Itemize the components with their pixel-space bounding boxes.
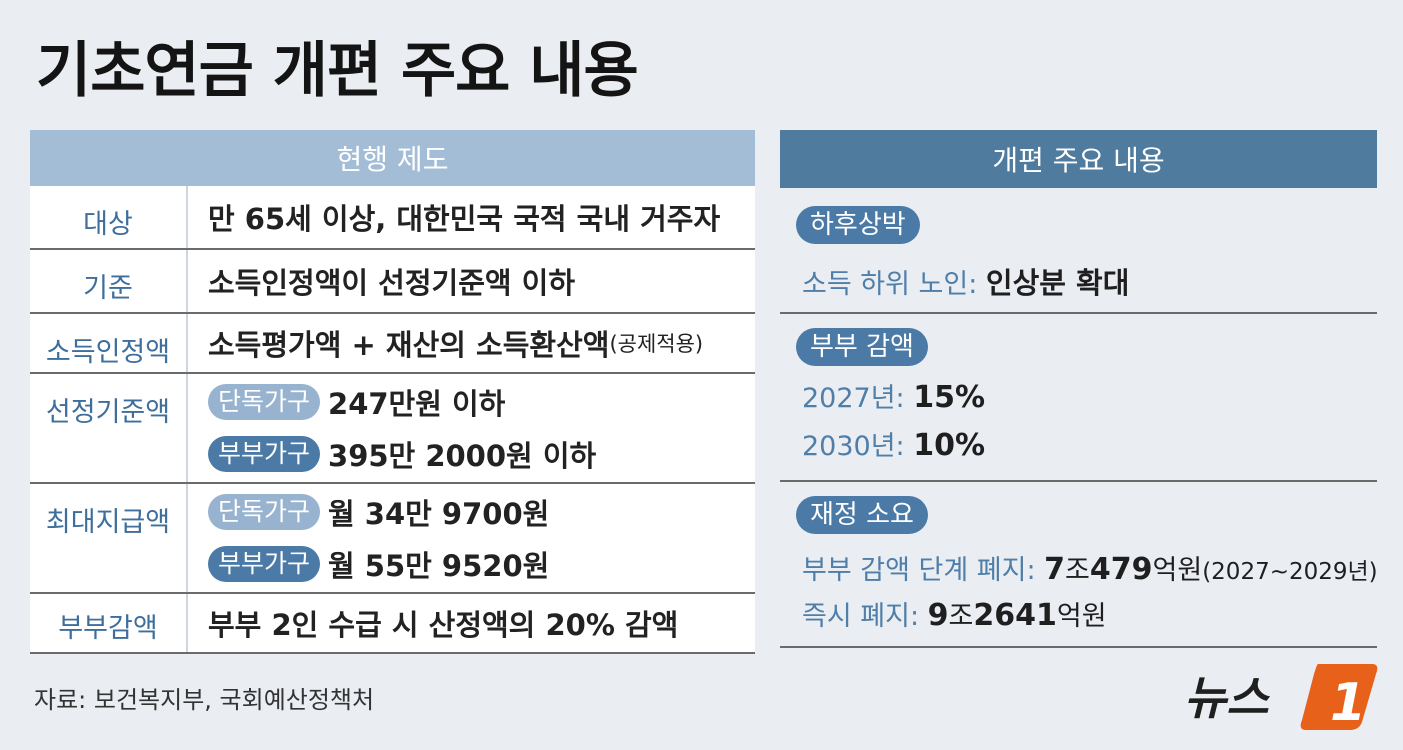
cost-hundred-million: 2641: [973, 598, 1057, 633]
row-label: 기준: [30, 250, 188, 312]
row-value: 만 65세 이상, 대한민국 국적 국내 거주자: [208, 202, 721, 236]
section-tag: 재정 소요: [796, 496, 928, 534]
cost-label: 즉시 폐지:: [802, 601, 920, 632]
row-note: (공제적용): [609, 332, 704, 356]
reform-section-couple-reduction: 부부 감액 2027년: 15% 2030년: 10%: [780, 314, 1377, 482]
page-title: 기초연금 개편 주요 내용: [36, 36, 639, 106]
logo-mark: 1: [1330, 673, 1366, 732]
cost-hundred-million: 479: [1089, 552, 1153, 587]
cost-trillion: 7: [1044, 552, 1066, 587]
row-couple-reduction: 부부감액 부부 2인 수급 시 산정액의 20% 감액: [30, 594, 755, 654]
reform-section-finance: 재정 소요 부부 감액 단계 폐지: 7조479억원(2027~2029년) 즉…: [780, 482, 1378, 648]
section-tag: 부부 감액: [796, 328, 928, 366]
year-label: 2030년:: [802, 431, 905, 462]
cost-unit: 억원: [1056, 601, 1107, 632]
reform-section-progressive: 하후상박 소득 하위 노인: 인상분 확대: [780, 188, 1377, 314]
year-value: 10%: [913, 428, 986, 463]
row-target: 대상 만 65세 이상, 대한민국 국적 국내 거주자: [30, 186, 755, 250]
year-value: 15%: [913, 380, 986, 415]
single-household-value: 월 34만 9700원: [328, 497, 550, 531]
news1-logo: 뉴스 1: [1180, 660, 1380, 733]
source-credit: 자료: 보건복지부, 국회예산정책처: [34, 686, 375, 714]
cost-label: 부부 감액 단계 폐지:: [802, 555, 1036, 586]
reform-header: 개편 주요 내용: [780, 130, 1377, 188]
year-label: 2027년:: [802, 383, 905, 414]
row-value: 부부 2인 수급 시 산정액의 20% 감액: [208, 608, 679, 642]
current-system-header: 현행 제도: [30, 130, 755, 186]
couple-household-value: 395만 2000원 이하: [328, 439, 597, 473]
reform-panel: 개편 주요 내용 하후상박 소득 하위 노인: 인상분 확대 부부 감액 202…: [780, 130, 1378, 648]
cost-period: (2027~2029년): [1202, 559, 1378, 585]
current-system-panel: 현행 제도 대상 만 65세 이상, 대한민국 국적 국내 거주자 기준 소득인…: [30, 130, 755, 654]
single-household-tag: 단독가구: [208, 384, 321, 420]
line-label: 소득 하위 노인:: [802, 269, 978, 300]
cost-unit: 조: [948, 601, 974, 632]
row-label: 대상: [30, 186, 188, 248]
row-label: 부부감액: [30, 594, 188, 652]
row-value: 소득인정액이 선정기준액 이하: [208, 266, 576, 300]
couple-household-value: 월 55만 9520원: [328, 549, 550, 583]
row-income: 소득인정액 소득평가액 + 재산의 소득환산액 (공제적용): [30, 314, 755, 374]
cost-unit: 조: [1065, 555, 1090, 586]
couple-household-tag: 부부가구: [208, 436, 321, 472]
single-household-tag: 단독가구: [208, 494, 321, 530]
row-threshold: 선정기준액 단독가구 247만원 이하 부부가구 395만 2000원 이하: [30, 374, 755, 484]
news1-logo-graphic: 뉴스 1: [1184, 664, 1378, 733]
line-value: 인상분 확대: [985, 266, 1130, 300]
row-label: 최대지급액: [30, 484, 188, 592]
couple-household-tag: 부부가구: [208, 546, 321, 582]
cost-trillion: 9: [927, 598, 949, 633]
single-household-value: 247만원 이하: [328, 387, 506, 421]
row-max-pay: 최대지급액 단독가구 월 34만 9700원 부부가구 월 55만 9520원: [30, 484, 755, 594]
row-label: 소득인정액: [30, 314, 188, 372]
row-criteria: 기준 소득인정액이 선정기준액 이하: [30, 250, 755, 314]
row-label: 선정기준액: [30, 374, 188, 482]
logo-text: 뉴스: [1184, 671, 1270, 725]
cost-unit: 억원: [1152, 555, 1203, 586]
row-value: 소득평가액 + 재산의 소득환산액: [208, 328, 610, 362]
section-tag: 하후상박: [796, 206, 920, 244]
